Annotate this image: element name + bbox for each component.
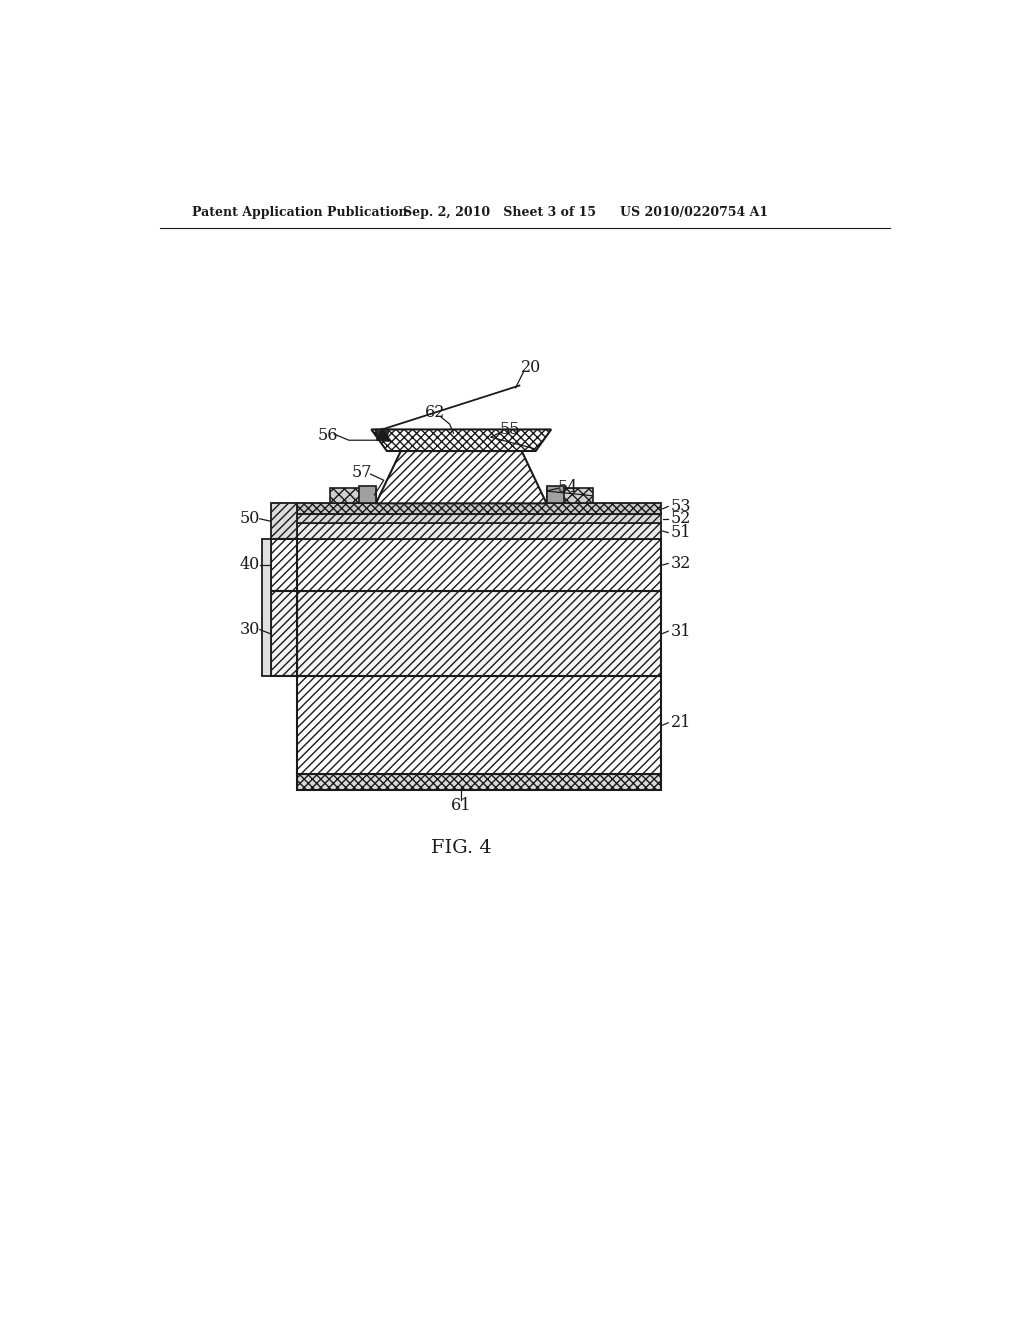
Text: 54: 54: [558, 479, 579, 496]
Polygon shape: [376, 428, 391, 442]
Bar: [271, 539, 297, 591]
Bar: [297, 539, 662, 591]
Text: 31: 31: [671, 623, 691, 640]
Bar: [547, 487, 563, 503]
Text: 51: 51: [671, 524, 691, 541]
Text: US 2010/0220754 A1: US 2010/0220754 A1: [621, 206, 768, 219]
Bar: [297, 503, 662, 515]
Bar: [330, 488, 376, 503]
Polygon shape: [372, 429, 551, 451]
Text: 40: 40: [240, 557, 260, 573]
Text: 20: 20: [521, 359, 541, 376]
Bar: [547, 488, 593, 503]
Text: 52: 52: [671, 511, 691, 527]
Text: 50: 50: [240, 511, 260, 527]
Bar: [297, 676, 662, 775]
Bar: [271, 591, 297, 676]
Bar: [359, 487, 376, 503]
Bar: [297, 591, 662, 676]
Text: 56: 56: [317, 428, 338, 444]
Polygon shape: [376, 451, 547, 503]
Text: 30: 30: [240, 622, 260, 638]
Polygon shape: [375, 429, 389, 441]
Text: 21: 21: [671, 714, 691, 731]
Bar: [271, 503, 297, 539]
Bar: [262, 539, 271, 676]
Text: Sep. 2, 2010   Sheet 3 of 15: Sep. 2, 2010 Sheet 3 of 15: [403, 206, 596, 219]
Bar: [297, 775, 662, 789]
Text: Patent Application Publication: Patent Application Publication: [191, 206, 408, 219]
Text: FIG. 4: FIG. 4: [431, 838, 492, 857]
Text: 61: 61: [451, 797, 471, 813]
Text: 32: 32: [671, 554, 691, 572]
Bar: [297, 524, 662, 539]
Text: 53: 53: [671, 498, 691, 515]
Text: 55: 55: [500, 421, 520, 438]
Text: 62: 62: [425, 404, 445, 421]
Text: 57: 57: [352, 465, 373, 480]
Bar: [297, 515, 662, 524]
